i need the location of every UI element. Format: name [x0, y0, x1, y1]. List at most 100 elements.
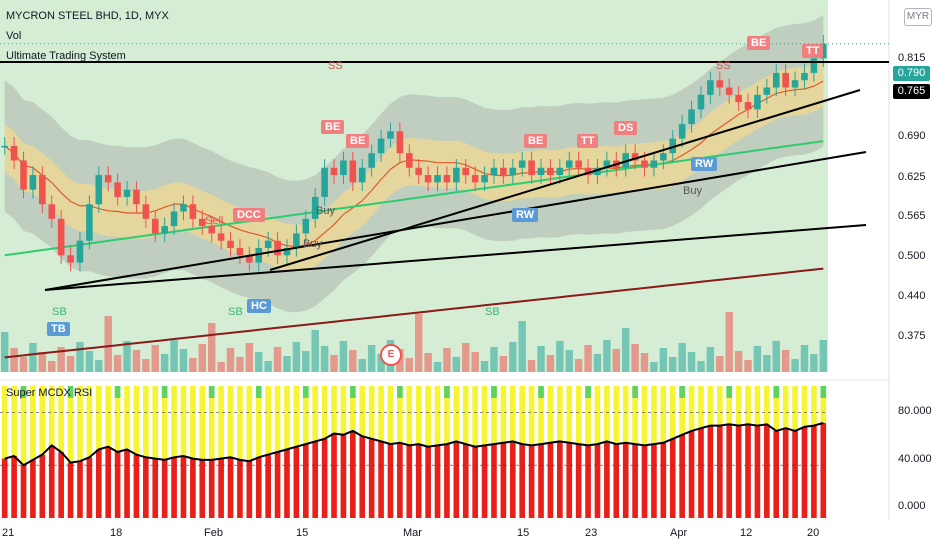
volume-indicator-label[interactable]: Vol	[6, 30, 22, 42]
signal-tag[interactable]: TT	[802, 44, 824, 58]
rsi-bar-upper	[312, 386, 319, 442]
volume-bar	[29, 343, 37, 372]
volume-bar	[264, 361, 272, 372]
rsi-bar-upper	[453, 386, 460, 442]
rsi-bar-upper	[415, 386, 422, 445]
rsi-bar-upper	[30, 386, 36, 460]
strategy-indicator-label[interactable]: Ultimate Trading System	[6, 50, 126, 62]
rsi-bar-green	[161, 386, 168, 398]
rsi-bar	[114, 452, 121, 518]
candle-body	[697, 94, 705, 110]
volume-bar	[367, 345, 376, 372]
pattern-tag[interactable]: RW	[691, 157, 718, 171]
volume-bar	[462, 343, 470, 372]
volume-bar	[725, 312, 733, 372]
rsi-bar	[444, 444, 450, 518]
volume-bar	[480, 361, 489, 372]
pattern-tag[interactable]: RW	[512, 208, 539, 222]
candle-body	[368, 153, 375, 168]
volume-bar	[48, 361, 56, 372]
signal-tag[interactable]: TT	[577, 134, 599, 148]
volume-bar	[255, 352, 263, 372]
candle-body	[406, 153, 413, 168]
rsi-bar-upper	[39, 386, 46, 455]
rsi-panel-title[interactable]: Super MCDX RSI	[6, 387, 93, 399]
candle-body	[170, 211, 178, 227]
rsi-bar	[773, 430, 780, 518]
rsi-bar	[651, 444, 657, 518]
ma-line-green	[4, 140, 824, 257]
pattern-tag[interactable]: HC	[247, 299, 271, 313]
rsi-bar	[481, 445, 488, 518]
rsi-bar-upper	[11, 386, 17, 456]
volume-bar	[405, 358, 413, 372]
candle-body	[481, 175, 488, 183]
volume-bar	[358, 359, 366, 372]
candle-body	[415, 167, 422, 176]
rsi-bar-upper	[632, 386, 638, 445]
volume-bar	[198, 344, 206, 372]
rsi-bar	[811, 425, 817, 518]
volume-bar	[678, 343, 686, 372]
rsi-bar	[48, 445, 55, 518]
volume-bar	[593, 354, 602, 372]
rsi-bar-upper	[246, 386, 253, 462]
price-tick: 0.375	[898, 330, 926, 342]
signal-tag[interactable]: DCC	[233, 208, 265, 222]
sell-signal-text: Sell	[205, 215, 224, 227]
rsi-bar-upper	[801, 386, 808, 427]
buy-signal-text: Buy	[316, 205, 335, 217]
signal-tag[interactable]: BE	[524, 134, 548, 148]
rsi-bar	[227, 457, 234, 518]
rsi-bar-upper	[538, 386, 544, 445]
candle-body	[678, 124, 686, 139]
volume-bar	[170, 340, 178, 372]
rsi-bar	[124, 449, 130, 518]
pattern-tag[interactable]: TB	[47, 322, 70, 336]
rsi-bar-upper	[754, 386, 761, 426]
signal-tag[interactable]: BE	[321, 120, 345, 134]
candle-body	[283, 248, 291, 256]
volume-bar	[208, 323, 216, 372]
candle-body	[434, 175, 441, 183]
rsi-bar-upper	[425, 386, 431, 447]
rsi-bar	[58, 452, 64, 518]
volume-bar	[490, 347, 498, 372]
volume-bar	[179, 349, 188, 372]
signal-tag[interactable]: DS	[614, 121, 638, 135]
rsi-bar-upper	[500, 386, 507, 443]
rsi-bar-upper	[604, 386, 610, 442]
volume-bar	[443, 348, 451, 372]
candle-body	[302, 218, 310, 234]
rsi-bar	[86, 457, 93, 518]
rsi-bar-upper	[180, 386, 187, 456]
candle-body	[772, 72, 780, 88]
candle-body	[95, 175, 103, 205]
rsi-bar	[538, 444, 544, 518]
rsi-bar-upper	[735, 386, 742, 426]
rsi-bar	[707, 425, 714, 518]
volume-bar	[311, 330, 319, 372]
rsi-bar	[237, 459, 243, 518]
rsi-bar	[425, 446, 431, 518]
rsi-bar-upper	[331, 386, 337, 434]
rsi-bar	[500, 442, 507, 518]
candle-body	[500, 167, 507, 176]
candle-body	[547, 167, 554, 176]
rsi-bar-upper	[105, 386, 112, 447]
rsi-bar-upper	[472, 386, 478, 447]
candle-body	[462, 167, 470, 176]
volume-bar	[800, 345, 809, 372]
signal-tag[interactable]: BE	[747, 36, 771, 50]
signal-tag[interactable]: BE	[346, 134, 370, 148]
currency-badge[interactable]: MYR	[904, 8, 932, 26]
volume-bar	[330, 355, 338, 372]
price-tick: 0.565	[898, 210, 926, 222]
candle-body	[584, 167, 592, 176]
earnings-marker[interactable]: E	[380, 344, 402, 366]
rsi-bar	[77, 461, 83, 518]
rsi-bar-green	[20, 386, 27, 398]
volume-bar	[320, 346, 329, 372]
